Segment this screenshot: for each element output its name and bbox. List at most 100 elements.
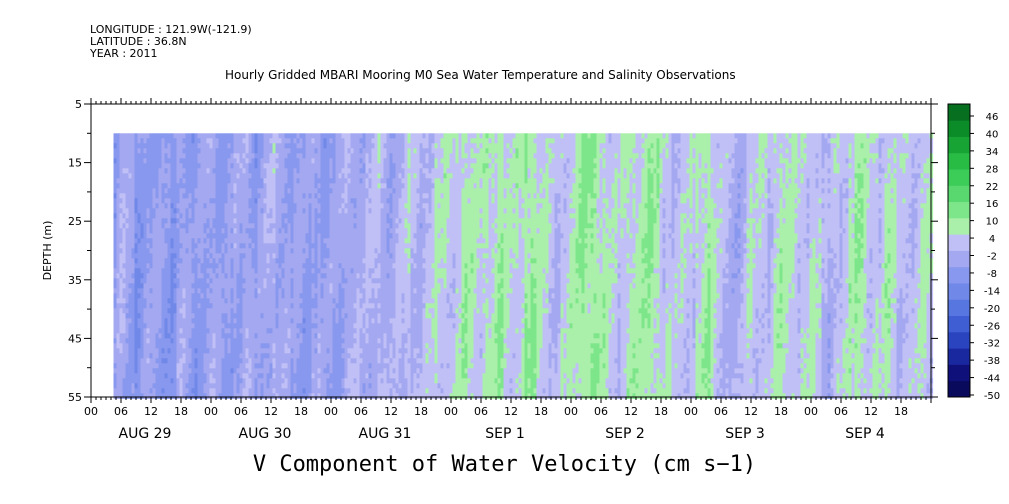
heatmap-cell <box>167 218 172 224</box>
heatmap-cell <box>149 188 154 194</box>
heatmap-cell <box>161 363 166 369</box>
heatmap-cell <box>140 243 145 249</box>
heatmap-cell <box>158 253 163 259</box>
heatmap-cell <box>161 238 166 244</box>
heatmap-cell <box>128 158 133 164</box>
heatmap-cell <box>134 323 139 329</box>
heatmap-cell <box>140 218 145 224</box>
heatmap-cell <box>113 378 118 384</box>
heatmap-cell <box>140 273 145 279</box>
heatmap-cell <box>131 328 136 334</box>
heatmap-cell <box>158 373 163 379</box>
heatmap-cell <box>146 308 151 314</box>
heatmap-cell <box>155 338 160 344</box>
heatmap-cell <box>128 243 133 249</box>
heatmap-cell <box>125 383 130 389</box>
heatmap-cell <box>131 188 136 194</box>
heatmap-cell <box>161 273 166 279</box>
heatmap-cell <box>161 293 166 299</box>
heatmap-cell <box>149 273 154 279</box>
heatmap-cell <box>134 243 139 249</box>
heatmap-cell <box>140 293 145 299</box>
heatmap-cell <box>164 248 169 254</box>
heatmap-cell <box>134 193 139 199</box>
heatmap-cell <box>164 273 169 279</box>
heatmap-cell <box>146 228 151 234</box>
heatmap-cell <box>122 393 127 399</box>
heatmap-cell <box>137 333 142 339</box>
heatmap-cell <box>155 213 160 219</box>
heatmap-cell <box>158 218 163 224</box>
heatmap-cell <box>143 348 148 354</box>
heatmap-cell <box>143 193 148 199</box>
heatmap-cell <box>155 393 160 399</box>
heatmap-cell <box>143 363 148 369</box>
heatmap-cell <box>137 188 142 194</box>
heatmap-cell <box>164 348 169 354</box>
heatmap-cell <box>143 173 148 179</box>
heatmap-cell <box>128 378 133 384</box>
heatmap-cell <box>113 158 118 164</box>
heatmap-cell <box>158 288 163 294</box>
heatmap-cell <box>134 318 139 324</box>
heatmap-cell <box>143 388 148 394</box>
heatmap-cell <box>149 323 154 329</box>
heatmap-cell <box>137 218 142 224</box>
heatmap-cell <box>131 138 136 144</box>
heatmap-cell <box>140 133 145 139</box>
heatmap-cell <box>152 193 157 199</box>
heatmap-cell <box>113 273 118 279</box>
heatmap-cell <box>155 283 160 289</box>
heatmap-cell <box>161 338 166 344</box>
heatmap-cell <box>152 258 157 264</box>
heatmap-cell <box>158 383 163 389</box>
heatmap-cell <box>146 288 151 294</box>
heatmap-cell <box>119 253 124 259</box>
heatmap-cell <box>158 393 163 399</box>
heatmap-cell <box>161 318 166 324</box>
heatmap-cell <box>119 153 124 159</box>
heatmap-cell <box>143 243 148 249</box>
heatmap-cell <box>146 188 151 194</box>
heatmap-cell <box>152 268 157 274</box>
heatmap-cell <box>167 353 172 359</box>
heatmap-cell <box>164 363 169 369</box>
heatmap-cell <box>161 283 166 289</box>
heatmap-cell <box>131 308 136 314</box>
heatmap-cell <box>164 233 169 239</box>
heatmap-cell <box>167 178 172 184</box>
heatmap-cell <box>137 353 142 359</box>
heatmap-cell <box>134 303 139 309</box>
heatmap-cell <box>149 328 154 334</box>
heatmap-cell <box>125 168 130 174</box>
heatmap-cell <box>125 203 130 209</box>
heatmap-cell <box>167 163 172 169</box>
heatmap-cell <box>128 308 133 314</box>
heatmap-cell <box>140 203 145 209</box>
heatmap-cell <box>152 363 157 369</box>
heatmap-cell <box>128 173 133 179</box>
heatmap-cell <box>158 363 163 369</box>
heatmap-cell <box>140 253 145 259</box>
heatmap-cell <box>128 223 133 229</box>
heatmap-cell <box>113 173 118 179</box>
heatmap-cell <box>134 203 139 209</box>
heatmap-cell <box>119 183 124 189</box>
heatmap-cell <box>134 283 139 289</box>
heatmap-cell <box>116 393 121 399</box>
heatmap-cell <box>131 243 136 249</box>
heatmap-cell <box>152 253 157 259</box>
heatmap-cell <box>167 153 172 159</box>
heatmap-cell <box>170 358 175 364</box>
heatmap-cell <box>131 143 136 149</box>
heatmap-cell <box>113 163 118 169</box>
heatmap-cell <box>125 243 130 249</box>
heatmap-cell <box>164 303 169 309</box>
heatmap-cell <box>119 313 124 319</box>
heatmap-cell <box>164 283 169 289</box>
heatmap-cell <box>128 333 133 339</box>
heatmap-cell <box>134 293 139 299</box>
heatmap-cell <box>137 183 142 189</box>
heatmap-cell <box>116 303 121 309</box>
heatmap-cell <box>125 228 130 234</box>
